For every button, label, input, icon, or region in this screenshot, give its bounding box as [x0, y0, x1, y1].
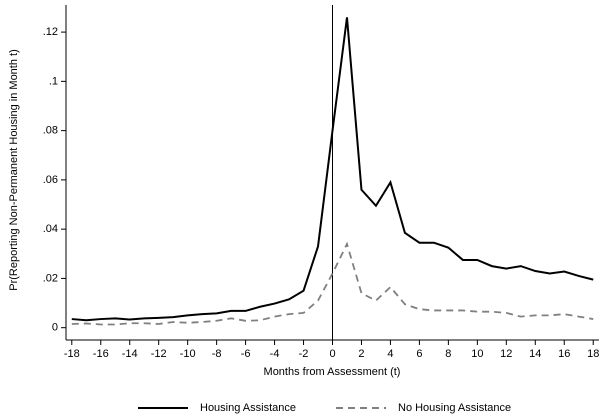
y-tick-label: .02: [43, 272, 58, 284]
x-tick-label: -16: [93, 348, 109, 360]
x-tick-label: 18: [587, 348, 599, 360]
x-tick-label: 12: [500, 348, 512, 360]
y-tick-label: .12: [43, 26, 58, 38]
y-tick-label: .06: [43, 174, 58, 186]
legend-label: Housing Assistance: [200, 402, 296, 414]
y-tick-label: .04: [43, 223, 58, 235]
legend-label: No Housing Assistance: [398, 402, 511, 414]
x-tick-label: 14: [529, 348, 541, 360]
x-tick-label: -12: [151, 348, 167, 360]
x-tick-label: 4: [387, 348, 393, 360]
y-tick-label: 0: [52, 322, 58, 334]
x-tick-label: 8: [445, 348, 451, 360]
y-tick-label: .1: [49, 75, 58, 87]
x-tick-label: 2: [358, 348, 364, 360]
x-tick-label: -18: [64, 348, 80, 360]
x-tick-label: -6: [241, 348, 251, 360]
series-line: [71, 17, 594, 322]
y-tick-label: .08: [43, 125, 58, 137]
x-axis-label: Months from Assessment (t): [264, 366, 401, 378]
x-tick-label: 0: [329, 348, 335, 360]
x-tick-label: -4: [270, 348, 280, 360]
x-tick-label: -14: [122, 348, 138, 360]
x-tick-label: 6: [416, 348, 422, 360]
x-tick-label: -8: [212, 348, 222, 360]
x-tick-label: -2: [299, 348, 309, 360]
x-tick-label: -10: [180, 348, 196, 360]
x-tick-label: 10: [471, 348, 483, 360]
y-axis-label: Pr(Reporting Non-Permanent Housing in Mo…: [8, 49, 20, 291]
x-tick-label: 16: [558, 348, 570, 360]
series-line: [71, 241, 594, 326]
